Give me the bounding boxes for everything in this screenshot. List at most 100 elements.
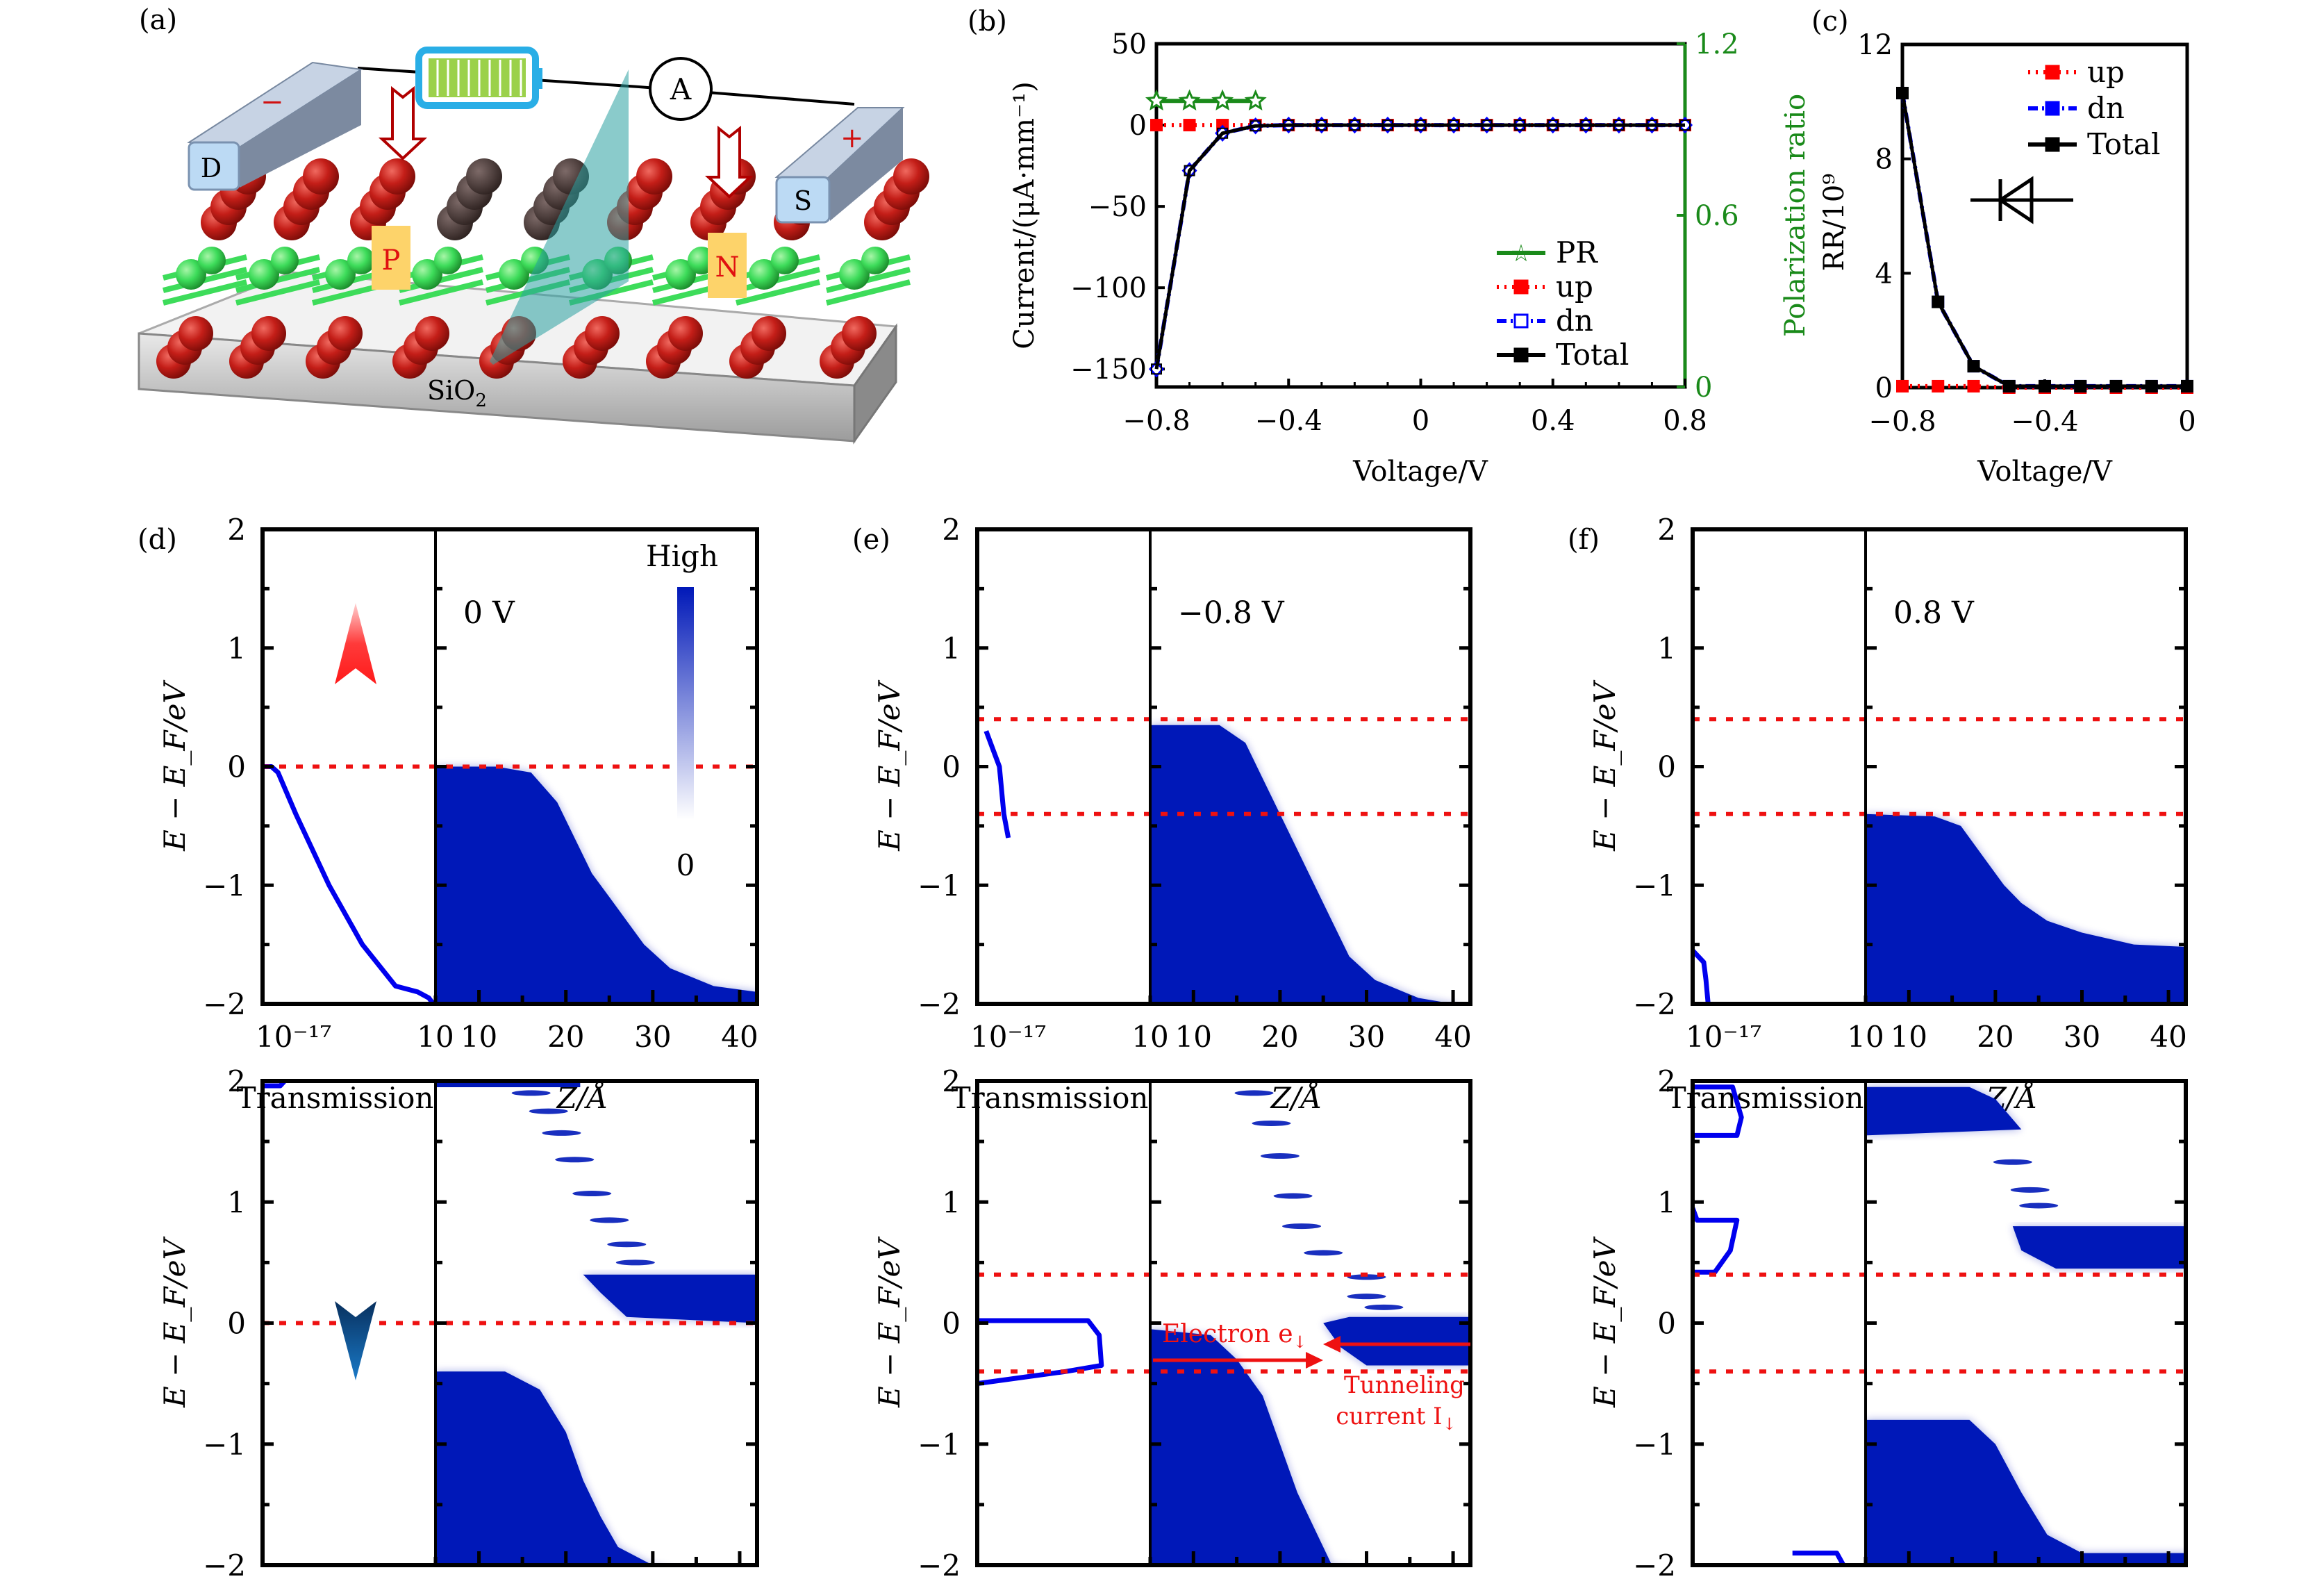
- z-tick-label-start: 10: [1847, 1020, 1884, 1054]
- bias-label: 0 V: [463, 595, 515, 631]
- chalcogen-atom: [179, 316, 213, 351]
- localized-level: [1304, 1250, 1343, 1256]
- localized-level: [615, 1259, 655, 1266]
- ldos-heatmap: [1866, 1087, 2186, 1565]
- svg-text:S: S: [794, 185, 812, 216]
- localized-level: [1347, 1274, 1386, 1280]
- valence-band-region: [435, 766, 757, 1004]
- z-xlabel: Z/Å: [1270, 1080, 1322, 1115]
- z-tick-label: 30: [2064, 1020, 2100, 1054]
- localized-level: [1273, 1193, 1313, 1199]
- data-point-up: [1183, 119, 1196, 132]
- chalcogen-atom: [893, 158, 929, 195]
- svg-text:−: −: [260, 86, 284, 118]
- localized-level: [529, 1108, 568, 1114]
- y-tick-label: 2: [942, 1064, 961, 1098]
- data-point-Total: [2074, 379, 2087, 393]
- valence-band-region: [1150, 1329, 1332, 1565]
- localized-level: [1364, 1304, 1404, 1310]
- conduction-band-upper: [1866, 1087, 2022, 1136]
- y-tick-label: 1: [227, 631, 246, 666]
- data-point-Total: [1283, 119, 1295, 131]
- metal-atom: [749, 259, 779, 290]
- localized-level: [1234, 1090, 1274, 1096]
- p-region-label: P: [372, 226, 410, 290]
- data-point-Total: [1580, 119, 1592, 131]
- b-xlabel: Voltage/V: [1352, 456, 1488, 488]
- data-point-Total: [1415, 119, 1427, 131]
- metal-atom: [249, 259, 279, 290]
- conduction-band-mid: [2012, 1226, 2186, 1269]
- energy-ylabel: E − E_F/eV: [158, 679, 192, 851]
- valence-band-region: [435, 1371, 653, 1565]
- spin-down-shape: [335, 1301, 376, 1380]
- y2-tick-label: 0.6: [1695, 200, 1739, 232]
- localized-level: [542, 1130, 581, 1136]
- data-point-Total: [2109, 379, 2123, 393]
- chalcogen-atom: [668, 316, 703, 351]
- metal-atom: [665, 259, 696, 290]
- data-point-Total: [1250, 120, 1261, 132]
- x-tick-label: −0.8: [1122, 405, 1190, 437]
- y-tick-label: 0: [1657, 1307, 1676, 1341]
- tunneling-label-2: current I↓: [1336, 1403, 1456, 1434]
- data-point-up: [1932, 379, 1945, 393]
- drain-electrode: D −: [187, 61, 363, 191]
- energy-ylabel: E − E_F/eV: [872, 679, 906, 851]
- substrate-label: SiO2: [427, 375, 487, 411]
- transmission-tick-label: 10⁻¹⁷: [1686, 1581, 1761, 1586]
- y2-tick-label: 0: [1695, 372, 1712, 404]
- localized-level: [2010, 1187, 2050, 1193]
- data-point-Total: [1217, 127, 1229, 139]
- z-tick-label: 40: [721, 1581, 758, 1586]
- b-y2label: Polarization ratio: [1779, 94, 1811, 337]
- metal-atom: [198, 247, 226, 274]
- z-tick-label: 30: [1348, 1020, 1385, 1054]
- tunneling-annotation: Electron e↓ Tunneling current I↓: [1153, 1320, 1470, 1434]
- chalcogen-atom-dark: [466, 158, 502, 195]
- panel-label-b: (b): [968, 6, 1007, 38]
- localized-level: [607, 1241, 647, 1248]
- legend-label-Total: Total: [1556, 338, 1629, 372]
- transmission-curve: [1691, 948, 1711, 1005]
- chalcogen-atom: [752, 316, 786, 351]
- localized-level: [1993, 1159, 2032, 1165]
- z-tick-label: 20: [547, 1581, 584, 1586]
- y-tick-label: −150: [1070, 354, 1147, 386]
- y-tick-label: 50: [1111, 28, 1147, 60]
- c-ylabel: RR/10⁹: [1818, 174, 1850, 272]
- transmission-curve: [1690, 1207, 1740, 1275]
- transmission-curve: [977, 1318, 1104, 1387]
- colorbar: High 0: [646, 539, 718, 882]
- z-tick-label: 10: [1891, 1581, 1927, 1586]
- chalcogen-atom: [379, 158, 415, 195]
- bond: [826, 279, 911, 306]
- localized-level: [1282, 1223, 1322, 1230]
- legend-marker: [2045, 101, 2060, 116]
- legend-marker: [1513, 347, 1529, 363]
- data-point-Total: [1932, 295, 1945, 308]
- metal-atom: [839, 259, 870, 290]
- data-point-PR: [1178, 89, 1201, 110]
- transmission-curve: [983, 730, 1011, 839]
- y-tick-label: 2: [227, 1064, 246, 1098]
- svg-text:D: D: [201, 153, 222, 183]
- chalcogen-atom: [415, 316, 449, 351]
- x-tick-label: −0.4: [1255, 405, 1322, 437]
- chalcogen-atom: [585, 316, 620, 351]
- conduction-band-region: [1323, 1316, 1470, 1366]
- data-point-Total: [1315, 119, 1327, 131]
- localized-level: [590, 1217, 629, 1223]
- z-tick-label-start: 10: [417, 1581, 454, 1586]
- bias-label: −0.8 V: [1178, 595, 1285, 631]
- transmission-tick-label: 10⁻¹⁷: [970, 1581, 1046, 1586]
- svg-text:+: +: [840, 122, 864, 154]
- series-line-dn: [1154, 123, 1685, 370]
- y2-tick-label: 1.2: [1695, 28, 1739, 60]
- y-tick-label: −2: [918, 1548, 961, 1583]
- legend-label-up: up: [2087, 55, 2125, 89]
